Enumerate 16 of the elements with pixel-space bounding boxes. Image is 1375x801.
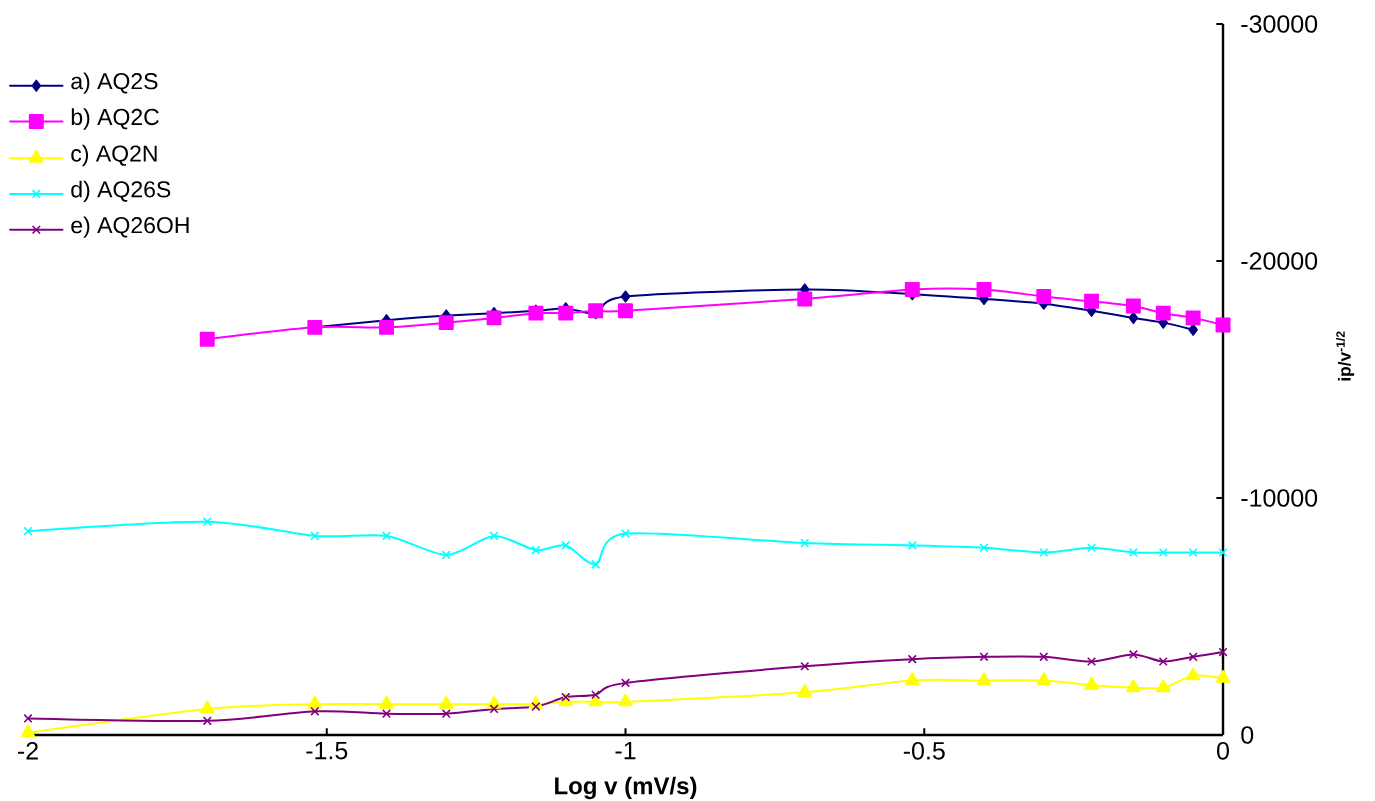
legend-label: c) AQ2N: [71, 144, 157, 167]
legend-label: a) AQ2S: [71, 72, 158, 94]
x-tick-label: -1: [615, 741, 636, 760]
x-tick-label: -1.5: [306, 741, 348, 760]
legend-label: b) AQ2C: [71, 108, 159, 130]
y-tick-label: -20000: [1241, 252, 1318, 270]
y-tick-label: -30000: [1241, 15, 1318, 33]
y-axis-title: ip/v$^{-1/2}$: [1335, 331, 1355, 381]
y-tick-label: -10000: [1241, 489, 1318, 507]
legend-label: d) AQ26S: [71, 180, 171, 203]
y-tick-label: 0: [1241, 726, 1254, 744]
legend-label: e) AQ26OH: [71, 216, 189, 238]
x-tick-label: -0.5: [903, 741, 945, 760]
x-axis-title: Log v (mV/s): [555, 776, 697, 800]
x-tick-label: 0: [1217, 741, 1229, 760]
x-tick-label: -2: [18, 741, 38, 760]
